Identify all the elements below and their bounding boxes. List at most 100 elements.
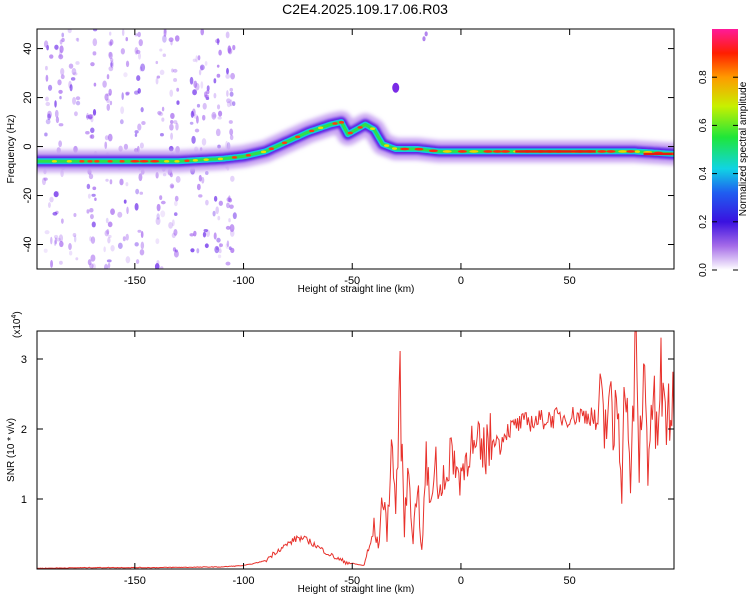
ridge-hotspot <box>164 159 170 163</box>
colorbar-gradient <box>712 29 738 270</box>
noise-speckle <box>205 171 209 175</box>
noise-speckle <box>214 245 220 254</box>
noise-speckle <box>173 228 178 236</box>
noise-speckle <box>159 69 165 75</box>
noise-speckle <box>229 91 234 97</box>
noise-speckle <box>173 120 178 124</box>
noise-speckle <box>155 238 160 245</box>
noise-speckle <box>226 240 230 248</box>
noise-speckle <box>172 68 178 73</box>
snr-x-tick-label: -150 <box>124 575 146 587</box>
noise-speckle <box>156 260 160 266</box>
noise-speckle <box>58 89 63 94</box>
noise-speckle <box>173 250 179 258</box>
noise-speckle <box>89 134 93 139</box>
noise-speckle <box>218 49 222 56</box>
noise-speckle <box>119 178 124 186</box>
noise-speckle <box>125 60 130 68</box>
noise-speckle <box>135 49 141 54</box>
noise-speckle <box>102 80 107 88</box>
noise-speckle <box>198 69 202 76</box>
noise-speckle <box>107 237 111 244</box>
noise-speckle <box>57 79 62 86</box>
noise-speckle <box>117 242 123 249</box>
noise-speckle <box>55 45 59 51</box>
noise-speckle <box>45 96 49 102</box>
noise-speckle <box>108 234 112 239</box>
noise-speckle <box>173 200 178 207</box>
noise-speckle <box>104 135 109 141</box>
noise-speckle <box>123 72 128 78</box>
noise-speckle <box>189 76 194 85</box>
noise-speckle <box>86 183 91 190</box>
noise-speckle <box>61 37 65 43</box>
noise-speckle <box>139 191 144 195</box>
noise-speckle <box>226 101 231 108</box>
noise-speckle <box>194 128 200 133</box>
noise-speckle <box>110 208 115 215</box>
noise-speckle <box>46 44 49 51</box>
noise-speckle <box>229 128 234 136</box>
snr-x-tick-label: 0 <box>458 575 464 587</box>
noise-speckle <box>137 31 141 38</box>
noise-speckle <box>119 119 124 125</box>
noise-speckle <box>123 199 127 204</box>
noise-speckle <box>190 110 194 118</box>
snr-x-tick-label: -50 <box>344 575 360 587</box>
snr-multiplier-close: ) <box>12 311 23 314</box>
spectrogram-frame <box>36 28 675 270</box>
noise-speckle <box>108 88 112 96</box>
noise-speckle <box>110 58 114 63</box>
noise-speckle <box>215 128 221 137</box>
noise-speckle <box>68 243 72 251</box>
ridge-hotspot <box>51 159 57 163</box>
noise-speckle <box>155 172 159 179</box>
snr-y-axis: 1 2 3 <box>21 354 674 506</box>
noise-speckle <box>169 89 174 97</box>
page-title: C2E4.2025.109.17.06.R03 <box>282 1 448 17</box>
noise-speckle <box>75 100 81 106</box>
noise-speckle <box>226 98 231 104</box>
noise-speckle <box>218 110 223 117</box>
noise-speckle <box>45 65 48 71</box>
noise-speckle <box>225 243 229 249</box>
ridge-hotspot <box>130 159 140 163</box>
noise-speckle <box>49 196 54 203</box>
noise-speckle <box>87 193 91 199</box>
noise-speckle <box>59 45 64 54</box>
noise-speckle <box>192 58 197 62</box>
noise-speckle <box>86 115 90 119</box>
noise-speckle <box>55 116 60 124</box>
ridge-hotspot <box>483 150 493 153</box>
noise-speckle <box>44 230 50 235</box>
ridge-hotspot <box>618 150 628 153</box>
noise-speckle <box>175 122 179 131</box>
noise-speckle <box>189 121 194 125</box>
ridge-hotspot <box>384 144 390 147</box>
noise-speckle <box>168 37 174 43</box>
ridge-hotspots <box>51 121 674 163</box>
noise-speckle <box>229 87 234 92</box>
noise-speckle <box>54 109 59 118</box>
noise-speckle <box>56 237 61 242</box>
ridge-hotspot <box>391 147 398 150</box>
noise-speckle <box>228 120 233 124</box>
ridge-hotspot <box>139 159 149 163</box>
noise-speckle <box>176 87 180 92</box>
noise-speckle <box>215 206 219 215</box>
noise-speckle <box>58 140 63 148</box>
noise-speckle <box>218 248 222 254</box>
noise-speckle <box>107 262 111 269</box>
noise-speckle <box>125 92 130 96</box>
noise-speckle <box>201 176 205 184</box>
noise-speckle <box>45 101 51 107</box>
noise-speckle <box>59 240 64 248</box>
noise-speckle <box>138 39 143 47</box>
colorbar-tick-label: 0.4 <box>698 166 709 180</box>
noise-speckle <box>173 78 178 82</box>
noise-speckle <box>231 101 236 106</box>
colorbar-tick-label: 0.0 <box>698 263 709 277</box>
noise-speckle <box>43 248 48 253</box>
noise-speckle <box>117 211 123 218</box>
noise-speckle <box>196 248 200 254</box>
